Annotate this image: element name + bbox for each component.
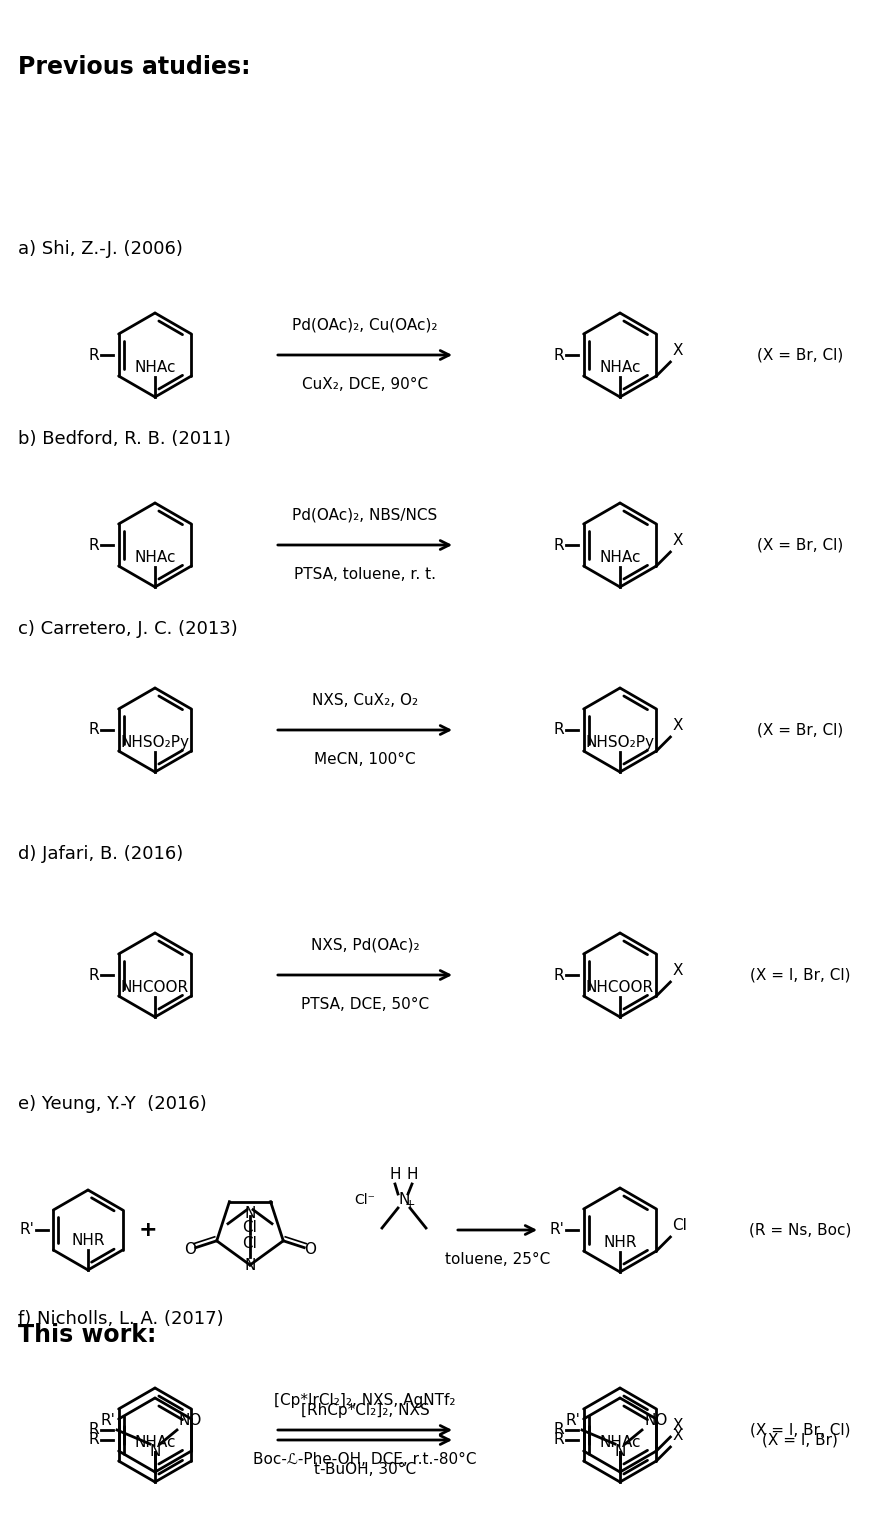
Text: (X = Br, Cl): (X = Br, Cl) — [757, 347, 843, 363]
Text: X: X — [672, 1419, 683, 1432]
Text: +: + — [404, 1197, 415, 1211]
Text: R: R — [88, 1432, 99, 1448]
Text: Cl: Cl — [672, 1217, 687, 1233]
Text: NHAc: NHAc — [134, 550, 176, 566]
Text: f) Nicholls, L. A. (2017): f) Nicholls, L. A. (2017) — [18, 1310, 224, 1328]
Text: X: X — [672, 1428, 683, 1443]
Text: R: R — [88, 347, 99, 363]
Text: R': R' — [100, 1413, 115, 1428]
Text: N: N — [614, 1445, 626, 1460]
Text: Boc-ℒ-Phe-OH, DCE, r.t.-80°C: Boc-ℒ-Phe-OH, DCE, r.t.-80°C — [253, 1452, 477, 1466]
Text: Previous atudies:: Previous atudies: — [18, 55, 251, 78]
Text: NHSO₂Py: NHSO₂Py — [121, 735, 189, 750]
Text: R': R' — [20, 1222, 34, 1237]
Text: X: X — [672, 343, 683, 358]
Text: toluene, 25°C: toluene, 25°C — [445, 1253, 550, 1266]
Text: N: N — [244, 1257, 256, 1273]
Text: e) Yeung, Y.-Y  (2016): e) Yeung, Y.-Y (2016) — [18, 1094, 207, 1113]
Text: MeCN, 100°C: MeCN, 100°C — [314, 752, 416, 767]
Text: t-BuOH, 30°C: t-BuOH, 30°C — [314, 1462, 416, 1477]
Text: H: H — [406, 1167, 418, 1182]
Text: (X = Br, Cl): (X = Br, Cl) — [757, 722, 843, 738]
Text: Pd(OAc)₂, Cu(OAc)₂: Pd(OAc)₂, Cu(OAc)₂ — [292, 318, 437, 334]
Text: O: O — [184, 1242, 196, 1257]
Text: R: R — [553, 722, 564, 738]
Text: X: X — [672, 718, 683, 733]
Text: X: X — [672, 533, 683, 549]
Text: PTSA, toluene, r. t.: PTSA, toluene, r. t. — [294, 567, 436, 583]
Text: R': R' — [549, 1222, 564, 1237]
Text: d) Jafari, B. (2016): d) Jafari, B. (2016) — [18, 845, 183, 862]
Text: (R = Ns, Boc): (R = Ns, Boc) — [749, 1222, 851, 1237]
Text: NHR: NHR — [604, 1236, 637, 1250]
Text: NXS, Pd(OAc)₂: NXS, Pd(OAc)₂ — [310, 938, 420, 953]
Text: H: H — [389, 1167, 401, 1182]
Text: R: R — [88, 967, 99, 982]
Text: N: N — [244, 1205, 256, 1220]
Text: N: N — [398, 1193, 410, 1208]
Text: (X = I, Br): (X = I, Br) — [762, 1432, 838, 1448]
Text: NO: NO — [644, 1413, 668, 1428]
Text: NHAc: NHAc — [134, 1436, 176, 1449]
Text: c) Carretero, J. C. (2013): c) Carretero, J. C. (2013) — [18, 619, 237, 638]
Text: (X = I, Br, Cl): (X = I, Br, Cl) — [749, 1423, 850, 1437]
Text: O: O — [304, 1242, 316, 1257]
Text: NXS, CuX₂, O₂: NXS, CuX₂, O₂ — [312, 693, 418, 709]
Text: R: R — [553, 538, 564, 552]
Text: NHCOOR: NHCOOR — [121, 981, 189, 994]
Text: This work:: This work: — [18, 1323, 156, 1346]
Text: R: R — [553, 347, 564, 363]
Text: Cl: Cl — [243, 1236, 258, 1251]
Text: Cl: Cl — [243, 1220, 258, 1236]
Text: NHCOOR: NHCOOR — [586, 981, 654, 994]
Text: NHAc: NHAc — [599, 1436, 641, 1449]
Text: N: N — [149, 1445, 161, 1460]
Text: NHAc: NHAc — [599, 360, 641, 375]
Text: R: R — [553, 1423, 564, 1437]
Text: R: R — [553, 967, 564, 982]
Text: NO: NO — [179, 1413, 203, 1428]
Text: b) Bedford, R. B. (2011): b) Bedford, R. B. (2011) — [18, 430, 231, 447]
Text: a) Shi, Z.-J. (2006): a) Shi, Z.-J. (2006) — [18, 240, 183, 258]
Text: R: R — [88, 1423, 99, 1437]
Text: CuX₂, DCE, 90°C: CuX₂, DCE, 90°C — [302, 377, 428, 392]
Text: NHAc: NHAc — [134, 360, 176, 375]
Text: [Cp*IrCl₂]₂, NXS, AgNTf₂: [Cp*IrCl₂]₂, NXS, AgNTf₂ — [274, 1393, 456, 1408]
Text: [RhCp*Cl₂]₂, NXS: [RhCp*Cl₂]₂, NXS — [300, 1403, 429, 1419]
Text: Cl⁻: Cl⁻ — [355, 1193, 375, 1207]
Text: R: R — [553, 1432, 564, 1448]
Text: R: R — [88, 538, 99, 552]
Text: (X = Br, Cl): (X = Br, Cl) — [757, 538, 843, 552]
Text: PTSA, DCE, 50°C: PTSA, DCE, 50°C — [301, 998, 429, 1011]
Text: +: + — [139, 1220, 157, 1240]
Text: (X = I, Br, Cl): (X = I, Br, Cl) — [749, 967, 850, 982]
Text: NHR: NHR — [71, 1233, 105, 1248]
Text: X: X — [672, 964, 683, 978]
Text: NHSO₂Py: NHSO₂Py — [586, 735, 654, 750]
Text: Pd(OAc)₂, NBS/NCS: Pd(OAc)₂, NBS/NCS — [292, 509, 437, 523]
Text: NHAc: NHAc — [599, 550, 641, 566]
Text: R: R — [88, 722, 99, 738]
Text: R': R' — [565, 1413, 580, 1428]
